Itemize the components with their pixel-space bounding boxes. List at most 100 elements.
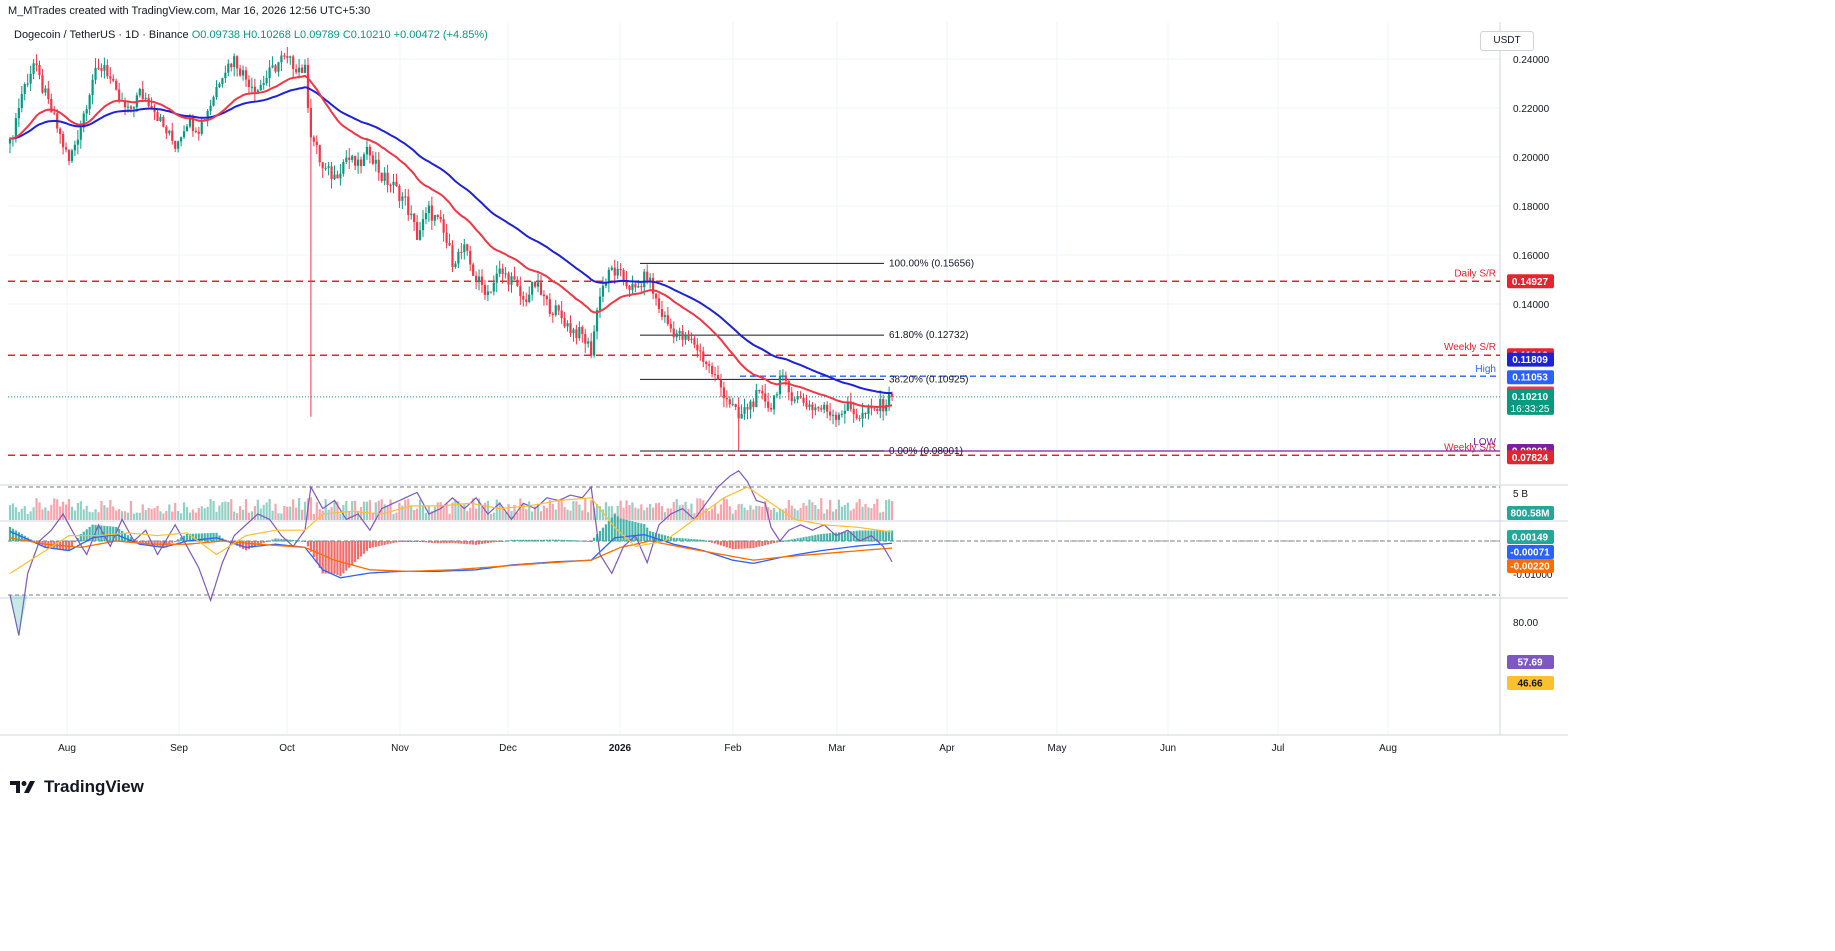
macd-hist-bar [834, 532, 838, 541]
volume-bar [191, 509, 194, 520]
macd-hist-bar [610, 517, 613, 541]
volume-bar [389, 499, 392, 520]
candle-body [840, 413, 843, 415]
candle-body [713, 374, 717, 376]
volume-bar [35, 498, 38, 520]
macd-hist-bar [430, 541, 433, 543]
volume-bar [29, 511, 32, 520]
volume-bar [631, 502, 634, 520]
countdown-tag: 16:33:25 [1511, 404, 1550, 415]
macd-hist-bar [507, 540, 510, 542]
x-tick-label: Feb [724, 743, 742, 754]
macd-hist-bar [855, 530, 858, 541]
volume-bar [357, 510, 360, 520]
volume-bar [879, 512, 882, 520]
candle-body [861, 412, 864, 419]
volume-bar [188, 512, 192, 520]
macd-hist-bar [469, 541, 472, 545]
volume-bar [846, 502, 849, 520]
candle-body [560, 310, 563, 319]
volume-bar [489, 513, 492, 520]
volume-bar [654, 503, 658, 520]
candle-body [153, 108, 156, 113]
macd-hist-bar [439, 541, 442, 544]
volume-bar [711, 508, 714, 520]
candle-body [168, 130, 171, 134]
tradingview-logo[interactable]: TradingView [10, 777, 144, 797]
volume-bar [840, 506, 843, 520]
currency-label[interactable]: USDT [1480, 31, 1534, 51]
volume-bar [607, 506, 610, 520]
macd-hist-bar [873, 530, 876, 541]
candle-body [858, 418, 861, 420]
candle-body [227, 63, 230, 73]
macd-hist-bar [888, 530, 891, 541]
volume-bar [858, 498, 861, 520]
candle-body [755, 389, 758, 408]
candle-body [625, 280, 628, 286]
candle-body [693, 338, 696, 345]
macd-hist-bar [737, 541, 740, 549]
candle-body [244, 70, 248, 80]
macd-hist-bar [295, 540, 298, 542]
candle-body [610, 267, 613, 270]
macd-hist-bar [365, 541, 369, 551]
volume-bar [855, 502, 858, 520]
macd-hist-bar [374, 541, 377, 547]
volume-bar [888, 499, 891, 520]
volume-bar [460, 506, 463, 520]
volume-bar [539, 511, 543, 520]
candle-body [427, 205, 430, 214]
rsi-tag: 57.69 [1517, 658, 1542, 669]
volume-bar [475, 508, 478, 520]
x-tick-label: Apr [939, 743, 955, 754]
macd-hist-bar [625, 519, 628, 541]
candle-body [486, 291, 489, 295]
volume-bar [799, 508, 802, 520]
macd-hist-bar [560, 539, 563, 541]
candle-body [855, 414, 858, 419]
volume-bar [545, 508, 548, 520]
volume-bar [147, 507, 150, 520]
symbol-legend[interactable]: Dogecoin / TetherUS · 1D · Binance O0.09… [14, 29, 488, 41]
volume-bar [62, 501, 65, 520]
candle-body [634, 284, 637, 288]
volume-bar [660, 506, 664, 520]
x-tick-label: Nov [391, 743, 409, 754]
candle-body [890, 393, 894, 397]
candle-body [778, 376, 782, 395]
macd-hist-bar [73, 541, 76, 543]
macd-hist-bar [35, 541, 38, 543]
candle-body [106, 65, 109, 77]
candle-body [879, 399, 882, 411]
chart-canvas[interactable]: Daily S/R Weekly S/R Weekly S/R High LOW 100… [0, 0, 1568, 812]
candle-body [424, 213, 428, 220]
macd-hist-bar [628, 520, 631, 541]
volume-bar [713, 504, 717, 520]
candle-body [194, 131, 197, 133]
macd-hist-bar [584, 540, 587, 542]
candle-body [82, 113, 85, 128]
candle-body [389, 184, 392, 186]
candle-body [182, 131, 186, 138]
signal-tag: -0.00220 [1510, 562, 1550, 573]
macd-hist-bar [118, 528, 121, 541]
candle-body [368, 146, 371, 156]
volume-bar [283, 506, 286, 520]
volume-bar [197, 507, 200, 520]
candle-body [708, 364, 711, 366]
macd-hist-bar [663, 535, 666, 541]
macd-hist-bar [660, 534, 664, 541]
candle-body [85, 109, 88, 114]
candle-body [236, 56, 239, 69]
candle-body [882, 399, 885, 412]
candle-body [536, 282, 540, 287]
rsi-line [9, 470, 893, 636]
macd-hist-bar [696, 539, 699, 541]
volume-bar [162, 513, 165, 520]
volume-bar [333, 500, 336, 520]
volume-bar [578, 504, 581, 520]
macd-hist-bar [495, 541, 498, 542]
volume-bar [182, 502, 186, 520]
candle-body [362, 154, 366, 166]
